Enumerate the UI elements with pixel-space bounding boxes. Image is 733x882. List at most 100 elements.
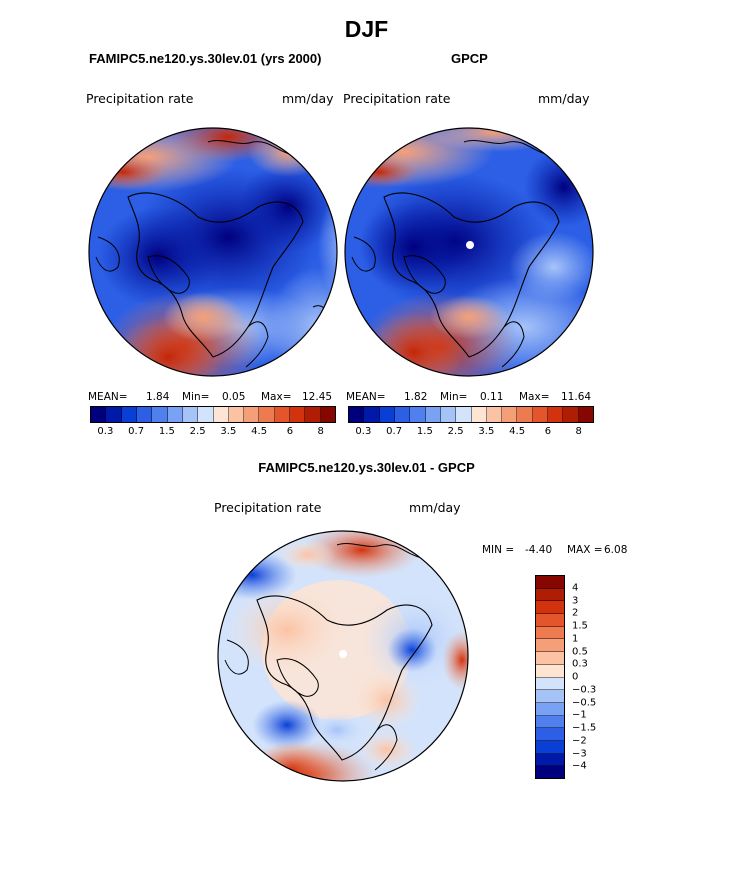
colorbar-segment: [536, 715, 564, 729]
left-mean-value: 1.84: [146, 391, 170, 403]
left-variable-label: Precipitation rate: [86, 91, 194, 106]
colorbar-tick-label: 4: [572, 582, 579, 594]
colorbar-tick-label: 2: [572, 607, 579, 619]
colorbar-tick-label: −2: [572, 735, 587, 747]
colorbar-segment: [259, 407, 275, 422]
left-colorbar: [90, 406, 336, 423]
colorbar-tick-label: 4.5: [251, 426, 268, 437]
colorbar-segment: [198, 407, 214, 422]
colorbar-tick-label: 6: [286, 426, 294, 437]
right-mean-value: 1.82: [404, 391, 428, 403]
colorbar-segment: [536, 639, 564, 653]
colorbar-tick-label: −1: [572, 709, 587, 721]
left-min-label: Min=: [182, 391, 210, 403]
colorbar-tick-label: 8: [575, 426, 582, 437]
right-colorbar: [348, 406, 594, 423]
colorbar-segment: [536, 740, 564, 754]
colorbar-tick-label: 0.3: [572, 658, 588, 670]
colorbar-tick-label: 8: [317, 426, 324, 437]
colorbar-segment: [425, 407, 441, 422]
colorbar-tick-label: 1.5: [158, 426, 175, 437]
left-mean-label: MEAN=: [88, 391, 128, 403]
colorbar-tick-label: 0: [572, 671, 579, 683]
diff-min-label: MIN =: [482, 544, 515, 556]
diff-max-label: MAX =: [567, 544, 603, 556]
right-colorbar-ticks: 0.3 0.7 1.5 2.5 3.5 4.5 6 8: [348, 426, 594, 440]
right-polar-map: [344, 127, 594, 377]
colorbar-tick-label: 3: [572, 595, 579, 606]
colorbar-tick-label: 0.7: [386, 426, 403, 437]
colorbar-segment: [563, 407, 579, 422]
colorbar-tick-label: 0.5: [572, 646, 588, 657]
colorbar-segment: [471, 407, 487, 422]
colorbar-segment: [364, 407, 380, 422]
diff-max-value: 6.08: [604, 544, 628, 556]
left-max-value: 12.45: [302, 391, 333, 403]
colorbar-tick-label: 3.5: [220, 426, 237, 437]
right-panel-title: GPCP: [451, 51, 488, 66]
colorbar-segment: [486, 407, 503, 422]
left-units-label: mm/day: [282, 91, 334, 106]
colorbar-segment: [536, 626, 564, 640]
colorbar-tick-label: 0.7: [128, 426, 145, 437]
colorbar-segment: [349, 407, 365, 422]
left-panel-title: FAMIPC5.ne120.ys.30lev.01 (yrs 2000): [89, 51, 322, 66]
colorbar-segment: [578, 407, 593, 422]
colorbar-segment: [228, 407, 245, 422]
colorbar-tick-label: 6: [544, 426, 552, 437]
colorbar-segment: [440, 407, 457, 422]
colorbar-tick-label: −0.5: [572, 697, 597, 708]
colorbar-tick-label: −3: [572, 748, 587, 759]
colorbar-tick-label: −0.3: [572, 684, 597, 696]
colorbar-tick-label: −4: [572, 760, 587, 772]
colorbar-segment: [456, 407, 472, 422]
left-max-label: Max=: [261, 391, 292, 403]
colorbar-tick-label: 0.3: [97, 426, 114, 437]
left-min-value: 0.05: [222, 391, 246, 403]
right-max-label: Max=: [519, 391, 550, 403]
colorbar-tick-label: 0.3: [355, 426, 372, 437]
colorbar-segment: [121, 407, 137, 422]
right-min-value: 0.11: [480, 391, 504, 403]
colorbar-segment: [320, 407, 335, 422]
colorbar-segment: [517, 407, 533, 422]
left-polar-map: [88, 127, 338, 377]
colorbar-tick-label: 1.5: [572, 620, 588, 632]
figure-title: DJF: [344, 16, 389, 42]
colorbar-tick-label: 2.5: [447, 426, 464, 437]
colorbar-segment: [536, 601, 564, 615]
colorbar-segment: [213, 407, 229, 422]
colorbar-segment: [536, 652, 564, 665]
right-max-value: 11.64: [561, 391, 592, 403]
colorbar-segment: [536, 690, 564, 703]
colorbar-segment: [136, 407, 153, 422]
right-mean-label: MEAN=: [346, 391, 386, 403]
colorbar-segment: [244, 407, 260, 422]
colorbar-tick-label: −1.5: [572, 722, 597, 734]
colorbar-tick-label: 1: [572, 633, 579, 645]
colorbar-segment: [502, 407, 518, 422]
colorbar-segment: [532, 407, 549, 422]
colorbar-segment: [394, 407, 411, 422]
colorbar-segment: [274, 407, 291, 422]
colorbar-segment: [305, 407, 321, 422]
left-colorbar-ticks: 0.3 0.7 1.5 2.5 3.5 4.5 6 8: [90, 426, 336, 440]
colorbar-segment: [91, 407, 107, 422]
colorbar-segment: [290, 407, 306, 422]
colorbar-segment: [410, 407, 426, 422]
diff-colorbar: [535, 575, 565, 779]
colorbar-segment: [536, 677, 564, 691]
colorbar-segment: [167, 407, 183, 422]
right-units-label: mm/day: [538, 91, 590, 106]
colorbar-segment: [536, 753, 564, 767]
colorbar-segment: [152, 407, 168, 422]
colorbar-segment: [379, 407, 395, 422]
colorbar-segment: [536, 614, 564, 627]
colorbar-segment: [182, 407, 199, 422]
diff-units-label: mm/day: [409, 500, 461, 515]
colorbar-segment: [536, 702, 564, 716]
colorbar-segment: [536, 576, 564, 589]
colorbar-segment: [536, 588, 564, 602]
diff-variable-label: Precipitation rate: [214, 500, 322, 515]
colorbar-segment: [536, 728, 564, 741]
